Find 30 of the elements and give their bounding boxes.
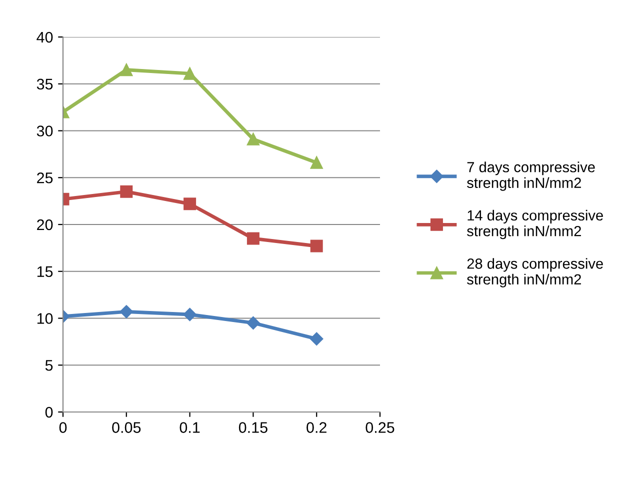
point — [310, 240, 323, 252]
x-tick-label: 0.1 — [180, 422, 200, 433]
point — [246, 316, 260, 330]
legend-label: 14 days compressive strength inN/mm2 — [467, 210, 603, 240]
y-tick-label: 30 — [36, 126, 53, 136]
y-tick-label: 20 — [37, 219, 53, 230]
x-tick-label: 0.05 — [112, 422, 141, 433]
point — [183, 308, 196, 322]
point — [120, 185, 133, 198]
point — [246, 132, 260, 146]
y-tick-label: 0 — [45, 406, 53, 418]
x-tick-label: 0.25 — [366, 422, 394, 433]
point — [184, 67, 196, 80]
y-tick-label: 10 — [37, 313, 53, 324]
point — [310, 156, 323, 169]
point — [120, 305, 133, 318]
y-tick-label: 35 — [36, 78, 53, 90]
legend-label: 28 days compressive strength inN/mm2 — [467, 258, 603, 288]
x-tick-label: 0 — [59, 422, 67, 433]
x-tick-label: 0.15 — [238, 422, 268, 433]
y-tick-label: 5 — [45, 360, 53, 371]
y-tick-label: 25 — [37, 172, 53, 184]
legend-label: 7 days compressive strength inN/mm2 — [467, 162, 595, 191]
y-tick-label: 40 — [36, 32, 53, 43]
point — [310, 332, 324, 346]
point — [120, 64, 133, 76]
x-tick-label: 0.2 — [306, 422, 326, 433]
point — [246, 232, 260, 245]
point — [184, 198, 196, 210]
y-tick-label: 15 — [37, 266, 53, 278]
